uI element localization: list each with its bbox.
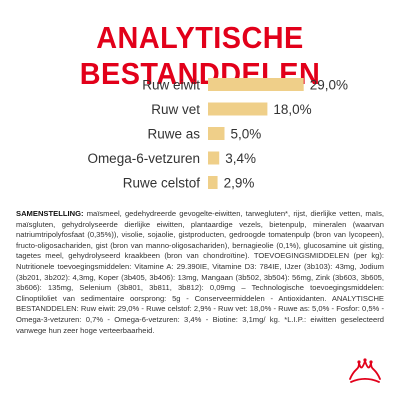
value-label-ruwe-celstof: 2,9% bbox=[224, 176, 255, 191]
category-label-ruwe-celstof: Ruwe celstof bbox=[123, 176, 201, 191]
bar-ruw-eiwit bbox=[208, 78, 304, 91]
bar-ruwe-as bbox=[208, 127, 225, 140]
value-label-ruw-vet: 18,0% bbox=[273, 102, 311, 117]
composition-body: maïsmeel, gedehydreerde gevogelte-eiwitt… bbox=[16, 209, 384, 335]
category-label-ruwe-as: Ruwe as bbox=[147, 127, 200, 142]
analytical-bar-chart: Ruw eiwit 29,0% Ruw vet 18,0% Ruwe as 5,0% Ome… bbox=[87, 78, 348, 191]
crown-icon bbox=[349, 358, 381, 383]
composition-heading: SAMENSTELLING: bbox=[16, 209, 84, 218]
composition-text: SAMENSTELLING: maïsmeel, gedehydreerde g… bbox=[16, 209, 384, 336]
category-label-ruw-vet: Ruw vet bbox=[151, 102, 200, 117]
page-title: ANALYTISCHE BESTANDDELEN bbox=[79, 20, 321, 91]
value-label-ruw-eiwit: 29,0% bbox=[310, 78, 348, 93]
value-label-omega-6-vetzuren: 3,4% bbox=[225, 151, 256, 166]
value-label-ruwe-as: 5,0% bbox=[231, 127, 262, 142]
category-label-ruw-eiwit: Ruw eiwit bbox=[142, 78, 200, 93]
category-label-omega-6-vetzuren: Omega-6-vetzuren bbox=[87, 151, 200, 166]
bar-omega-6-vetzuren bbox=[208, 151, 220, 165]
bar-ruwe-celstof bbox=[208, 176, 218, 189]
bar-ruw-vet bbox=[208, 102, 268, 116]
